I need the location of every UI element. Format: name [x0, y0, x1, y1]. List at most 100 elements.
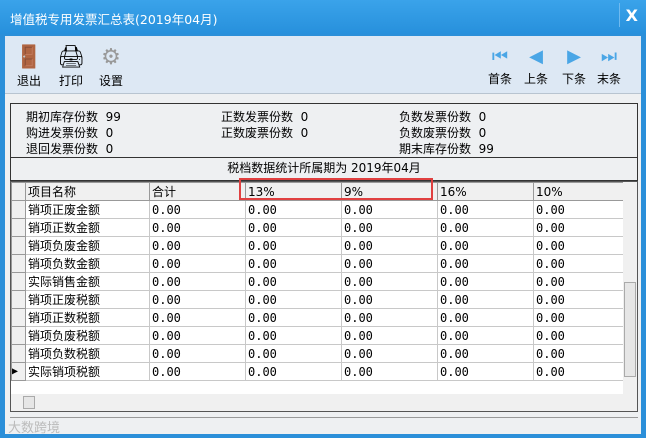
table-row[interactable]: 销项负废税额 0.00 0.00 0.00 0.00 0.00 [11, 326, 630, 345]
row-indicator[interactable] [11, 272, 26, 291]
vertical-scrollbar[interactable] [623, 182, 637, 395]
cell: 0.00 [245, 272, 342, 291]
summary-item: 购进发票份数 0 [26, 126, 114, 140]
table-row[interactable]: 销项正数税额 0.00 0.00 0.00 0.00 0.00 [11, 308, 630, 327]
scroll-thumb[interactable] [624, 282, 636, 377]
cell: 0.00 [437, 362, 534, 381]
toolbar: 🚪 退出 🖨 打印 ⚙ 设置 ⏮ 首条 ◀ 上条 ▶ 下条 ⏭ 末条 [5, 36, 641, 94]
next-button[interactable]: ▶ 下条 [557, 46, 591, 87]
last-label: 末条 [596, 72, 621, 86]
column-header[interactable]: 合计 [149, 182, 246, 201]
summary-item: 期末库存份数 99 [399, 142, 494, 156]
client-area: 🚪 退出 🖨 打印 ⚙ 设置 ⏮ 首条 ◀ 上条 ▶ 下条 ⏭ 末条 期初库存份数 99 正数… [5, 36, 641, 434]
cell: 0.00 [533, 344, 630, 363]
printer-icon: 🖨 [57, 44, 85, 70]
column-header[interactable]: 16% [437, 182, 534, 201]
table-header: 项目名称 合计 13% 9% 16% 10% [11, 182, 630, 201]
row-label: 销项负废税额 [25, 326, 150, 345]
next-label: 下条 [561, 72, 586, 86]
column-header[interactable]: 项目名称 [25, 182, 150, 201]
cell: 0.00 [341, 236, 438, 255]
table-row[interactable]: 销项负数税额 0.00 0.00 0.00 0.00 0.00 [11, 344, 630, 363]
cell: 0.00 [533, 326, 630, 345]
row-indicator[interactable] [11, 236, 26, 255]
cell: 0.00 [149, 200, 246, 219]
table-row[interactable]: 销项正废税额 0.00 0.00 0.00 0.00 0.00 [11, 290, 630, 309]
cell: 0.00 [533, 272, 630, 291]
exit-button[interactable]: 🚪 退出 [11, 42, 47, 89]
cell: 0.00 [149, 290, 246, 309]
cell: 0.00 [533, 236, 630, 255]
cell: 0.00 [341, 272, 438, 291]
table-row[interactable]: 销项正数金额 0.00 0.00 0.00 0.00 0.00 [11, 218, 630, 237]
cell: 0.00 [437, 308, 534, 327]
horizontal-scrollbar[interactable] [11, 394, 637, 411]
column-header[interactable]: 13% [245, 182, 342, 201]
row-indicator[interactable] [11, 326, 26, 345]
close-button[interactable]: X [625, 6, 638, 25]
table-row[interactable]: 销项正废金额 0.00 0.00 0.00 0.00 0.00 [11, 200, 630, 219]
cell: 0.00 [533, 290, 630, 309]
cell: 0.00 [437, 200, 534, 219]
cell: 0.00 [245, 326, 342, 345]
watermark: 大数跨境 [8, 421, 61, 436]
summary-item: 负数废票份数 0 [399, 126, 487, 140]
row-label: 销项正数税额 [25, 308, 150, 327]
cell: 0.00 [149, 308, 246, 327]
row-indicator[interactable]: ▶ [11, 362, 26, 381]
settings-button[interactable]: ⚙ 设置 [93, 42, 129, 89]
row-indicator[interactable] [11, 218, 26, 237]
row-label: 销项负数税额 [25, 344, 150, 363]
row-indicator[interactable] [11, 182, 26, 201]
divider [10, 417, 638, 418]
first-button[interactable]: ⏮ 首条 [483, 46, 517, 87]
cell: 0.00 [341, 326, 438, 345]
row-label: 销项正废税额 [25, 290, 150, 309]
row-label: 实际销售金额 [25, 272, 150, 291]
summary-table: 项目名称 合计 13% 9% 16% 10% 销项正废金额 0.00 0.00 0.00 0.00 0… [11, 182, 630, 381]
cell: 0.00 [245, 236, 342, 255]
table-row[interactable]: 实际销售金额 0.00 0.00 0.00 0.00 0.00 [11, 272, 630, 291]
cell: 0.00 [245, 254, 342, 273]
cell: 0.00 [437, 272, 534, 291]
data-grid[interactable]: 项目名称 合计 13% 9% 16% 10% 销项正废金额 0.00 0.00 0.00 0.00 0… [10, 181, 638, 412]
row-label: 销项正废金额 [25, 200, 150, 219]
row-label: 销项负数金额 [25, 254, 150, 273]
window-title: 增值税专用发票汇总表(2019年04月) [10, 12, 218, 27]
row-indicator[interactable] [11, 344, 26, 363]
cell: 0.00 [341, 290, 438, 309]
row-indicator[interactable] [11, 308, 26, 327]
cell: 0.00 [533, 362, 630, 381]
summary-panel: 期初库存份数 99 正数发票份数 0 负数发票份数 0 购进发票份数 0 正数废… [10, 103, 638, 158]
cell: 0.00 [437, 344, 534, 363]
row-indicator[interactable] [11, 254, 26, 273]
row-label: 实际销项税额 [25, 362, 150, 381]
print-label: 打印 [58, 74, 83, 88]
summary-item: 退回发票份数 0 [26, 142, 114, 156]
first-label: 首条 [487, 72, 512, 86]
cell: 0.00 [341, 362, 438, 381]
period-label: 税档数据统计所属期为 2019年04月 [10, 157, 638, 181]
exit-door-icon: 🚪 [15, 44, 43, 70]
cell: 0.00 [437, 254, 534, 273]
prev-button[interactable]: ◀ 上条 [519, 46, 553, 87]
cell: 0.00 [437, 236, 534, 255]
cell: 0.00 [341, 254, 438, 273]
last-button[interactable]: ⏭ 末条 [592, 46, 626, 87]
divider [619, 3, 620, 27]
table-row[interactable]: 销项负废金额 0.00 0.00 0.00 0.00 0.00 [11, 236, 630, 255]
row-indicator[interactable] [11, 290, 26, 309]
print-button[interactable]: 🖨 打印 [53, 42, 89, 89]
summary-item: 正数发票份数 0 [221, 110, 309, 124]
table-row[interactable]: 销项负数金额 0.00 0.00 0.00 0.00 0.00 [11, 254, 630, 273]
row-indicator[interactable] [11, 200, 26, 219]
cell: 0.00 [437, 218, 534, 237]
cell: 0.00 [437, 326, 534, 345]
cell: 0.00 [245, 218, 342, 237]
cell: 0.00 [341, 218, 438, 237]
table-row[interactable]: ▶ 实际销项税额 0.00 0.00 0.00 0.00 0.00 [11, 362, 630, 381]
cell: 0.00 [533, 254, 630, 273]
scroll-thumb[interactable] [23, 396, 35, 409]
cell: 0.00 [533, 308, 630, 327]
column-header[interactable]: 10% [533, 182, 630, 201]
